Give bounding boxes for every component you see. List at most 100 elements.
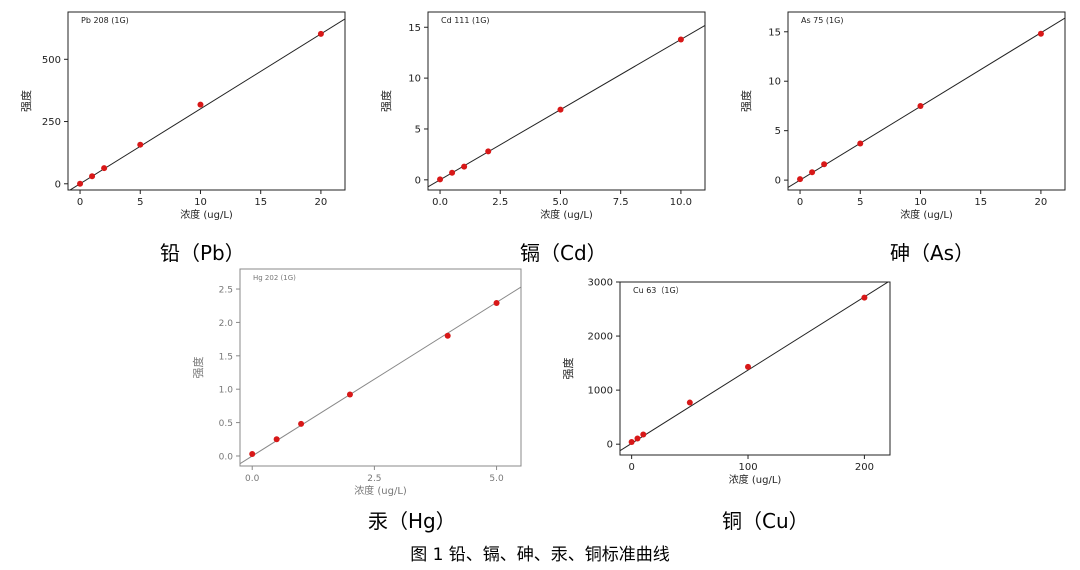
data-point (1037, 30, 1044, 37)
x-tick-label: 7.5 (613, 197, 629, 208)
data-point (857, 140, 864, 147)
y-tick-label: 10 (408, 74, 421, 85)
data-point (809, 169, 816, 176)
data-point (485, 148, 492, 155)
data-point (557, 106, 564, 113)
y-tick-label: 5 (415, 124, 421, 135)
plot-frame (67, 11, 346, 191)
data-point (821, 161, 828, 168)
fit-line (69, 18, 345, 190)
y-axis-label: 强度 (191, 357, 205, 379)
x-tick-label: 10 (914, 197, 927, 208)
y-tick-label: 1.5 (219, 352, 233, 362)
x-tick-label: 0 (628, 462, 634, 473)
y-axis-label: 强度 (739, 90, 753, 112)
chart-as: As 75 (1G) 0 5 10 15 20 0 5 10 15 浓度 (ug/L) 强度 (739, 11, 1066, 221)
y-axis-label: 强度 (561, 358, 575, 380)
y-axis-label: 强度 (19, 90, 33, 112)
data-point (437, 176, 444, 183)
plot-frame (619, 281, 891, 456)
y-tick-label: 1000 (588, 386, 613, 397)
plot-frame (427, 11, 706, 191)
chart-title: As 75 (1G) (801, 16, 843, 25)
y-tick-label: 250 (42, 117, 61, 128)
fit-line (240, 286, 521, 465)
data-point (101, 165, 108, 172)
fit-line (620, 282, 889, 452)
x-tick-label: 2.5 (492, 197, 508, 208)
y-tick-label: 0 (775, 176, 781, 187)
y-tick-label: 15 (408, 23, 421, 34)
x-tick-label: 5 (137, 197, 143, 208)
data-point (461, 163, 468, 170)
x-tick-label: 5.0 (489, 474, 504, 484)
data-point (745, 363, 752, 370)
x-tick-label: 100 (738, 462, 757, 473)
caption-as: 砷（As） (890, 241, 975, 265)
x-axis-label: 浓度 (ug/L) (729, 473, 782, 486)
x-axis-label: 浓度 (ug/L) (354, 484, 407, 497)
chart-cd: Cd 111 (1G) 0.0 2.5 5.0 7.5 10.0 0 5 10 15 浓度 (ug/… (379, 11, 706, 221)
x-tick-label: 0.0 (432, 197, 448, 208)
data-point (861, 294, 868, 301)
x-tick-label: 15 (974, 197, 987, 208)
y-tick-label: 15 (768, 27, 781, 38)
data-point (640, 431, 647, 438)
y-tick-label: 3000 (588, 278, 613, 289)
caption-pb: 铅（Pb） (160, 241, 245, 265)
x-tick-label: 20 (1035, 197, 1048, 208)
x-axis-label: 浓度 (ug/L) (180, 208, 233, 221)
data-point (89, 173, 96, 180)
data-point (797, 176, 804, 183)
plot-frame (239, 268, 522, 467)
x-tick-label: 0 (797, 197, 803, 208)
chart-pb: Pb 208 (1G) 0 5 10 15 20 0 250 500 浓度 (ug/L) 强度 (19, 11, 346, 221)
chart-hg: Hg 202 (1G)0.0 2.5 5.00.00.51.01.52.02.5浓度… (191, 268, 522, 497)
chart-title: Pb 208 (1G) (81, 16, 129, 25)
data-point (77, 180, 84, 187)
y-tick-label: 2000 (588, 332, 613, 343)
y-tick-label: 5 (775, 126, 781, 137)
data-point (677, 36, 684, 43)
x-tick-label: 5.0 (553, 197, 569, 208)
x-tick-label: 10 (194, 197, 207, 208)
x-tick-label: 0 (77, 197, 83, 208)
data-point (298, 420, 305, 427)
fit-line (788, 17, 1065, 188)
x-axis-label: 浓度 (ug/L) (540, 208, 593, 221)
y-tick-label: 500 (42, 55, 61, 66)
x-tick-label: 200 (855, 462, 874, 473)
caption-hg: 汞（Hg） (368, 509, 456, 533)
data-point (449, 169, 456, 176)
x-tick-label: 0.0 (245, 474, 260, 484)
y-tick-label: 0 (415, 175, 421, 186)
fit-line (428, 24, 705, 188)
y-tick-label: 2.0 (219, 319, 234, 329)
x-tick-label: 2.5 (367, 474, 381, 484)
data-point (273, 436, 280, 443)
y-tick-label: 0 (55, 179, 61, 190)
data-point (137, 141, 144, 148)
data-point (686, 399, 693, 406)
data-point (493, 300, 500, 307)
y-tick-label: 1.0 (219, 386, 234, 396)
data-point (634, 435, 641, 442)
data-point (628, 439, 635, 446)
caption-cd: 镉（Cd） (520, 241, 607, 265)
chart-title: Cd 111 (1G) (441, 16, 490, 25)
y-axis-label: 强度 (379, 90, 393, 112)
data-point (346, 391, 353, 398)
figure-caption: 图 1 铅、镉、砷、汞、铜标准曲线 (410, 545, 670, 565)
data-point (197, 101, 204, 108)
y-tick-label: 0 (607, 440, 613, 451)
y-tick-label: 0.0 (219, 452, 234, 462)
x-tick-label: 5 (857, 197, 863, 208)
x-axis-label: 浓度 (ug/L) (900, 208, 953, 221)
chart-title: Cu 63（1G） (633, 286, 684, 295)
data-point (249, 450, 256, 457)
data-point (317, 30, 324, 37)
y-tick-label: 0.5 (219, 419, 233, 429)
x-tick-label: 15 (254, 197, 267, 208)
plot-frame (787, 11, 1066, 191)
